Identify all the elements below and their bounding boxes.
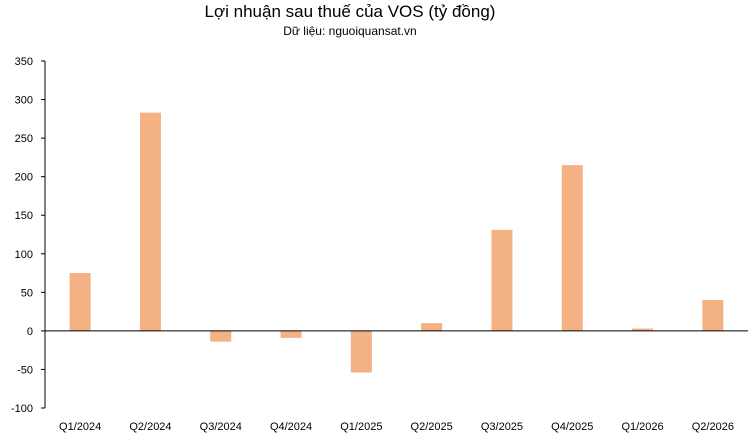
- bar-q1-2024: [69, 273, 91, 331]
- y-axis: 350 300 250 200 150 100 50 0 -50 -100: [11, 56, 46, 415]
- x-category-label: Q2/2025: [411, 421, 453, 433]
- bars-group: [69, 112, 724, 373]
- bar-q1-2025: [350, 330, 372, 373]
- x-category-label: Q3/2024: [200, 421, 242, 433]
- x-category-label: Q1/2026: [621, 421, 663, 433]
- y-tick-label: -100: [11, 403, 33, 415]
- x-category-label: Q1/2025: [340, 421, 382, 433]
- x-category-label: Q3/2025: [481, 421, 523, 433]
- y-tick-label: 50: [21, 287, 33, 299]
- y-tick-label: 0: [27, 326, 33, 338]
- bar-q2-2025: [421, 323, 443, 331]
- x-category-label: Q4/2024: [270, 421, 312, 433]
- bar-q1-2026: [632, 328, 654, 331]
- bar-q4-2024: [280, 330, 302, 338]
- y-tick-label: 200: [15, 172, 33, 184]
- x-category-label: Q4/2025: [551, 421, 593, 433]
- chart-subtitle: Dữ liệu: nguoiquansat.vn: [283, 24, 417, 38]
- bar-q3-2025: [491, 229, 513, 331]
- y-tick-label: -50: [17, 364, 33, 376]
- y-tick-label: 100: [15, 249, 33, 261]
- bar-q3-2024: [210, 330, 232, 342]
- x-category-label: Q2/2026: [692, 421, 734, 433]
- x-category-label: Q2/2024: [129, 421, 171, 433]
- x-category-label: Q1/2024: [59, 421, 101, 433]
- bar-q2-2026: [702, 300, 724, 331]
- chart-title: Lợi nhuận sau thuế của VOS (tỷ đồng): [204, 2, 496, 21]
- y-tick-label: 300: [15, 95, 33, 107]
- x-axis: Q1/2024 Q2/2024 Q3/2024 Q4/2024 Q1/2025 Q2/20…: [45, 330, 748, 433]
- y-tick-label: 150: [15, 210, 33, 222]
- y-tick-label: 350: [15, 56, 33, 68]
- bar-q4-2025: [561, 165, 583, 331]
- y-tick-label: 250: [15, 133, 33, 145]
- bar-q2-2024: [139, 112, 161, 331]
